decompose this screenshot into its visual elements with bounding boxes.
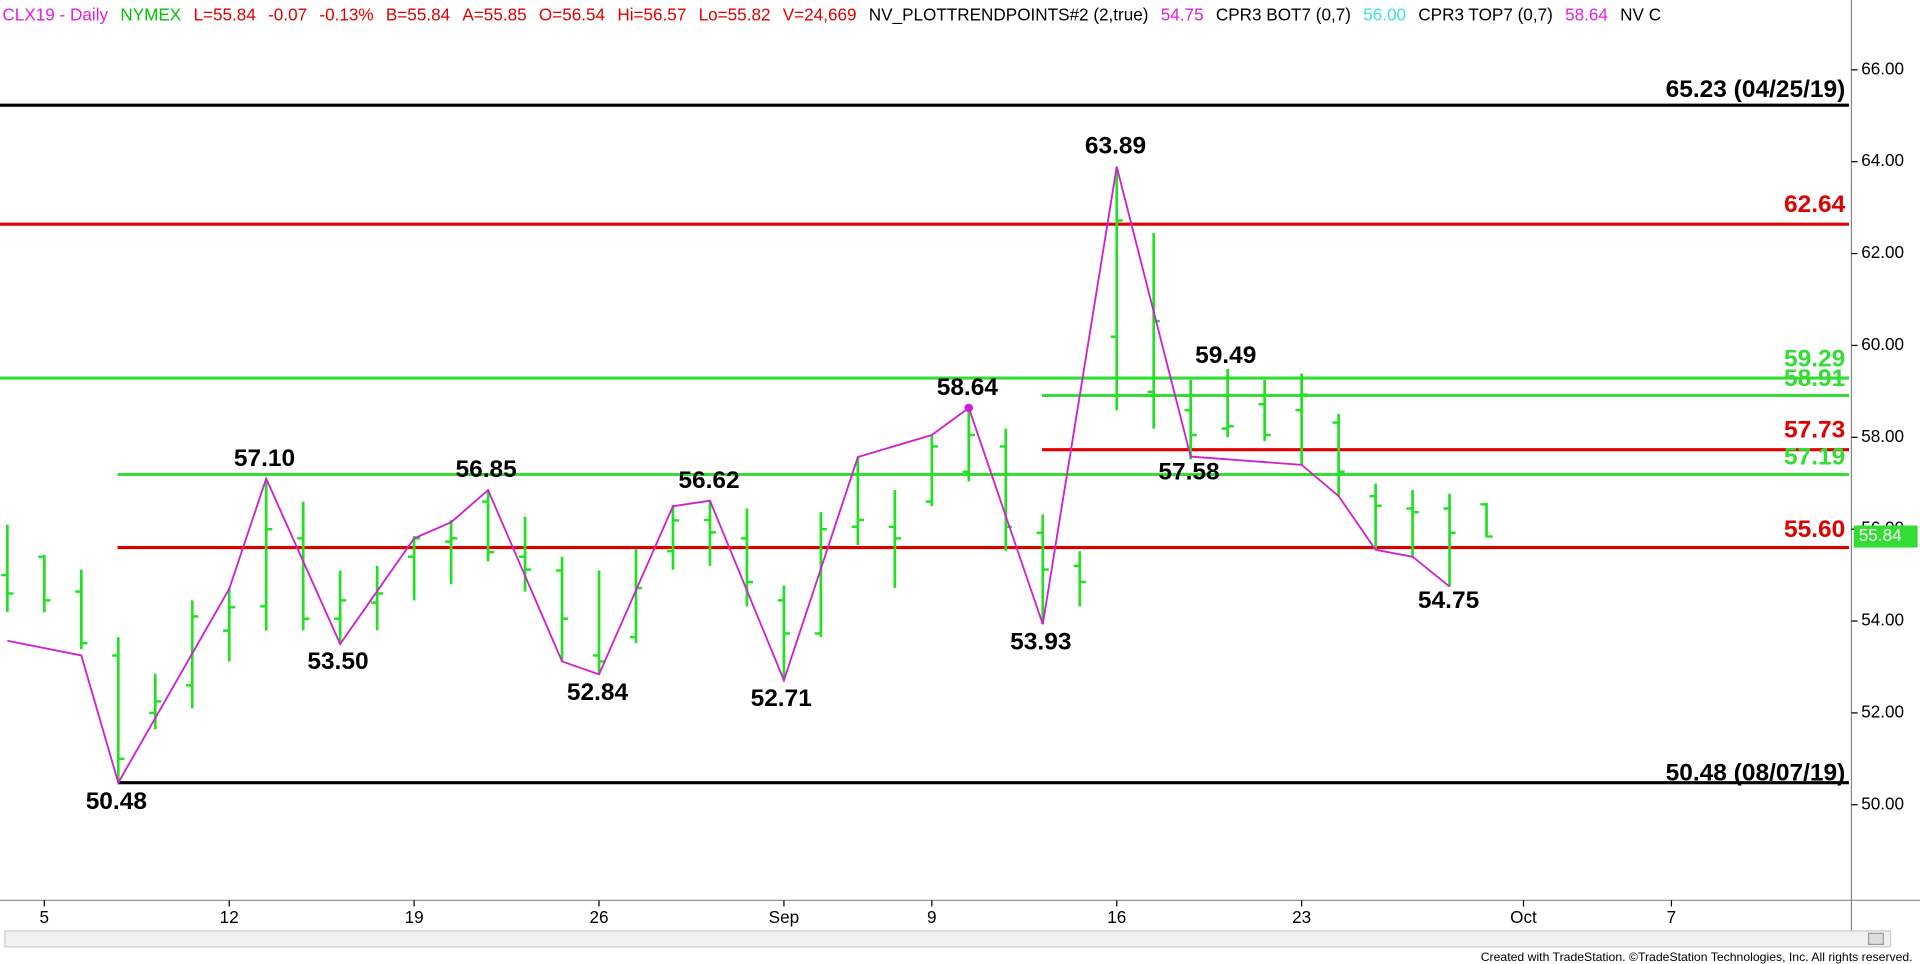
level-label: 59.29: [1784, 346, 1845, 373]
x-tick-label: 26: [589, 907, 608, 927]
header-item: V=24,669: [783, 4, 857, 24]
x-tick-label: 7: [1667, 907, 1677, 927]
header-item: -0.07: [268, 4, 307, 24]
header-item: Hi=56.57: [617, 4, 686, 24]
trend-line: [7, 166, 1451, 786]
x-tick-label: Sep: [769, 907, 799, 927]
pivot-label: 50.48: [86, 788, 147, 815]
pivot-label: 54.75: [1418, 587, 1479, 614]
pivot-label: 58.64: [937, 374, 999, 401]
header: CLX19 - Daily NYMEX L=55.84 -0.07 -0.13% B=55…: [2, 4, 1661, 24]
last-price-label: 55.84: [1859, 525, 1902, 545]
trend-dot: [964, 403, 974, 413]
header-item: NV C: [1620, 4, 1661, 24]
header-item: 54.75: [1161, 4, 1204, 24]
header-item: O=56.54: [539, 4, 606, 24]
y-tick-label: 52.00: [1861, 701, 1904, 721]
x-tick-label: 19: [405, 907, 424, 927]
level-label: 62.64: [1784, 191, 1846, 218]
pivot-label: 53.93: [1010, 629, 1071, 656]
header-item: -0.13%: [319, 4, 373, 24]
header-item: L=55.84: [193, 4, 256, 24]
header-item: CPR3 BOT7 (0,7): [1216, 4, 1351, 24]
x-tick-label: Oct: [1510, 907, 1537, 927]
pivot-label: 57.10: [234, 445, 295, 472]
y-tick-label: 50.00: [1861, 793, 1904, 813]
header-item: CPR3 TOP7 (0,7): [1418, 4, 1553, 24]
header-item: Lo=55.82: [699, 4, 771, 24]
y-tick-label: 62.00: [1861, 242, 1904, 262]
level-label: 50.48 (08/07/19): [1666, 760, 1846, 787]
last-price-box: [1853, 525, 1918, 548]
header-item: A=55.85: [462, 4, 526, 24]
header-item: 56.00: [1363, 4, 1406, 24]
level-label: 65.23 (04/25/19): [1666, 76, 1846, 103]
level-label: 58.91: [1784, 365, 1845, 392]
header-item: NV_PLOTTRENDPOINTS#2 (2,true): [869, 4, 1149, 24]
x-tick-label: 23: [1292, 907, 1311, 927]
footer: Created with TradeStation. ©TradeStation…: [1481, 950, 1913, 964]
scrollbar-thumb[interactable]: [1867, 932, 1884, 946]
y-tick-label: 66.00: [1861, 58, 1904, 78]
pivot-label: 57.58: [1158, 458, 1219, 485]
pivot-label: 52.84: [567, 679, 629, 706]
x-tick-label: 16: [1107, 907, 1126, 927]
header-item: NYMEX: [120, 4, 181, 24]
level-label: 57.19: [1784, 444, 1845, 471]
header-item: CLX19 - Daily: [2, 4, 108, 24]
x-tick-label: 5: [40, 907, 50, 927]
y-tick-label: 54.00: [1861, 610, 1904, 630]
level-label: 55.60: [1784, 516, 1845, 543]
scrollbar[interactable]: [4, 930, 1892, 948]
pivot-label: 53.50: [307, 648, 368, 675]
x-tick-label: 9: [927, 907, 937, 927]
pivot-label: 52.71: [751, 685, 812, 712]
header-item: 58.64: [1565, 4, 1608, 24]
y-tick-label: 64.00: [1861, 150, 1904, 170]
pivot-label: 56.85: [455, 456, 516, 483]
header-item: B=55.84: [386, 4, 451, 24]
x-tick-label: 12: [220, 907, 239, 927]
pivot-label: 63.89: [1085, 132, 1146, 159]
y-tick-label: 58.00: [1861, 426, 1904, 446]
pivot-label: 56.62: [678, 467, 739, 494]
y-tick-label: 60.00: [1861, 334, 1904, 354]
level-label: 57.73: [1784, 417, 1845, 444]
pivot-label: 59.49: [1195, 342, 1256, 369]
